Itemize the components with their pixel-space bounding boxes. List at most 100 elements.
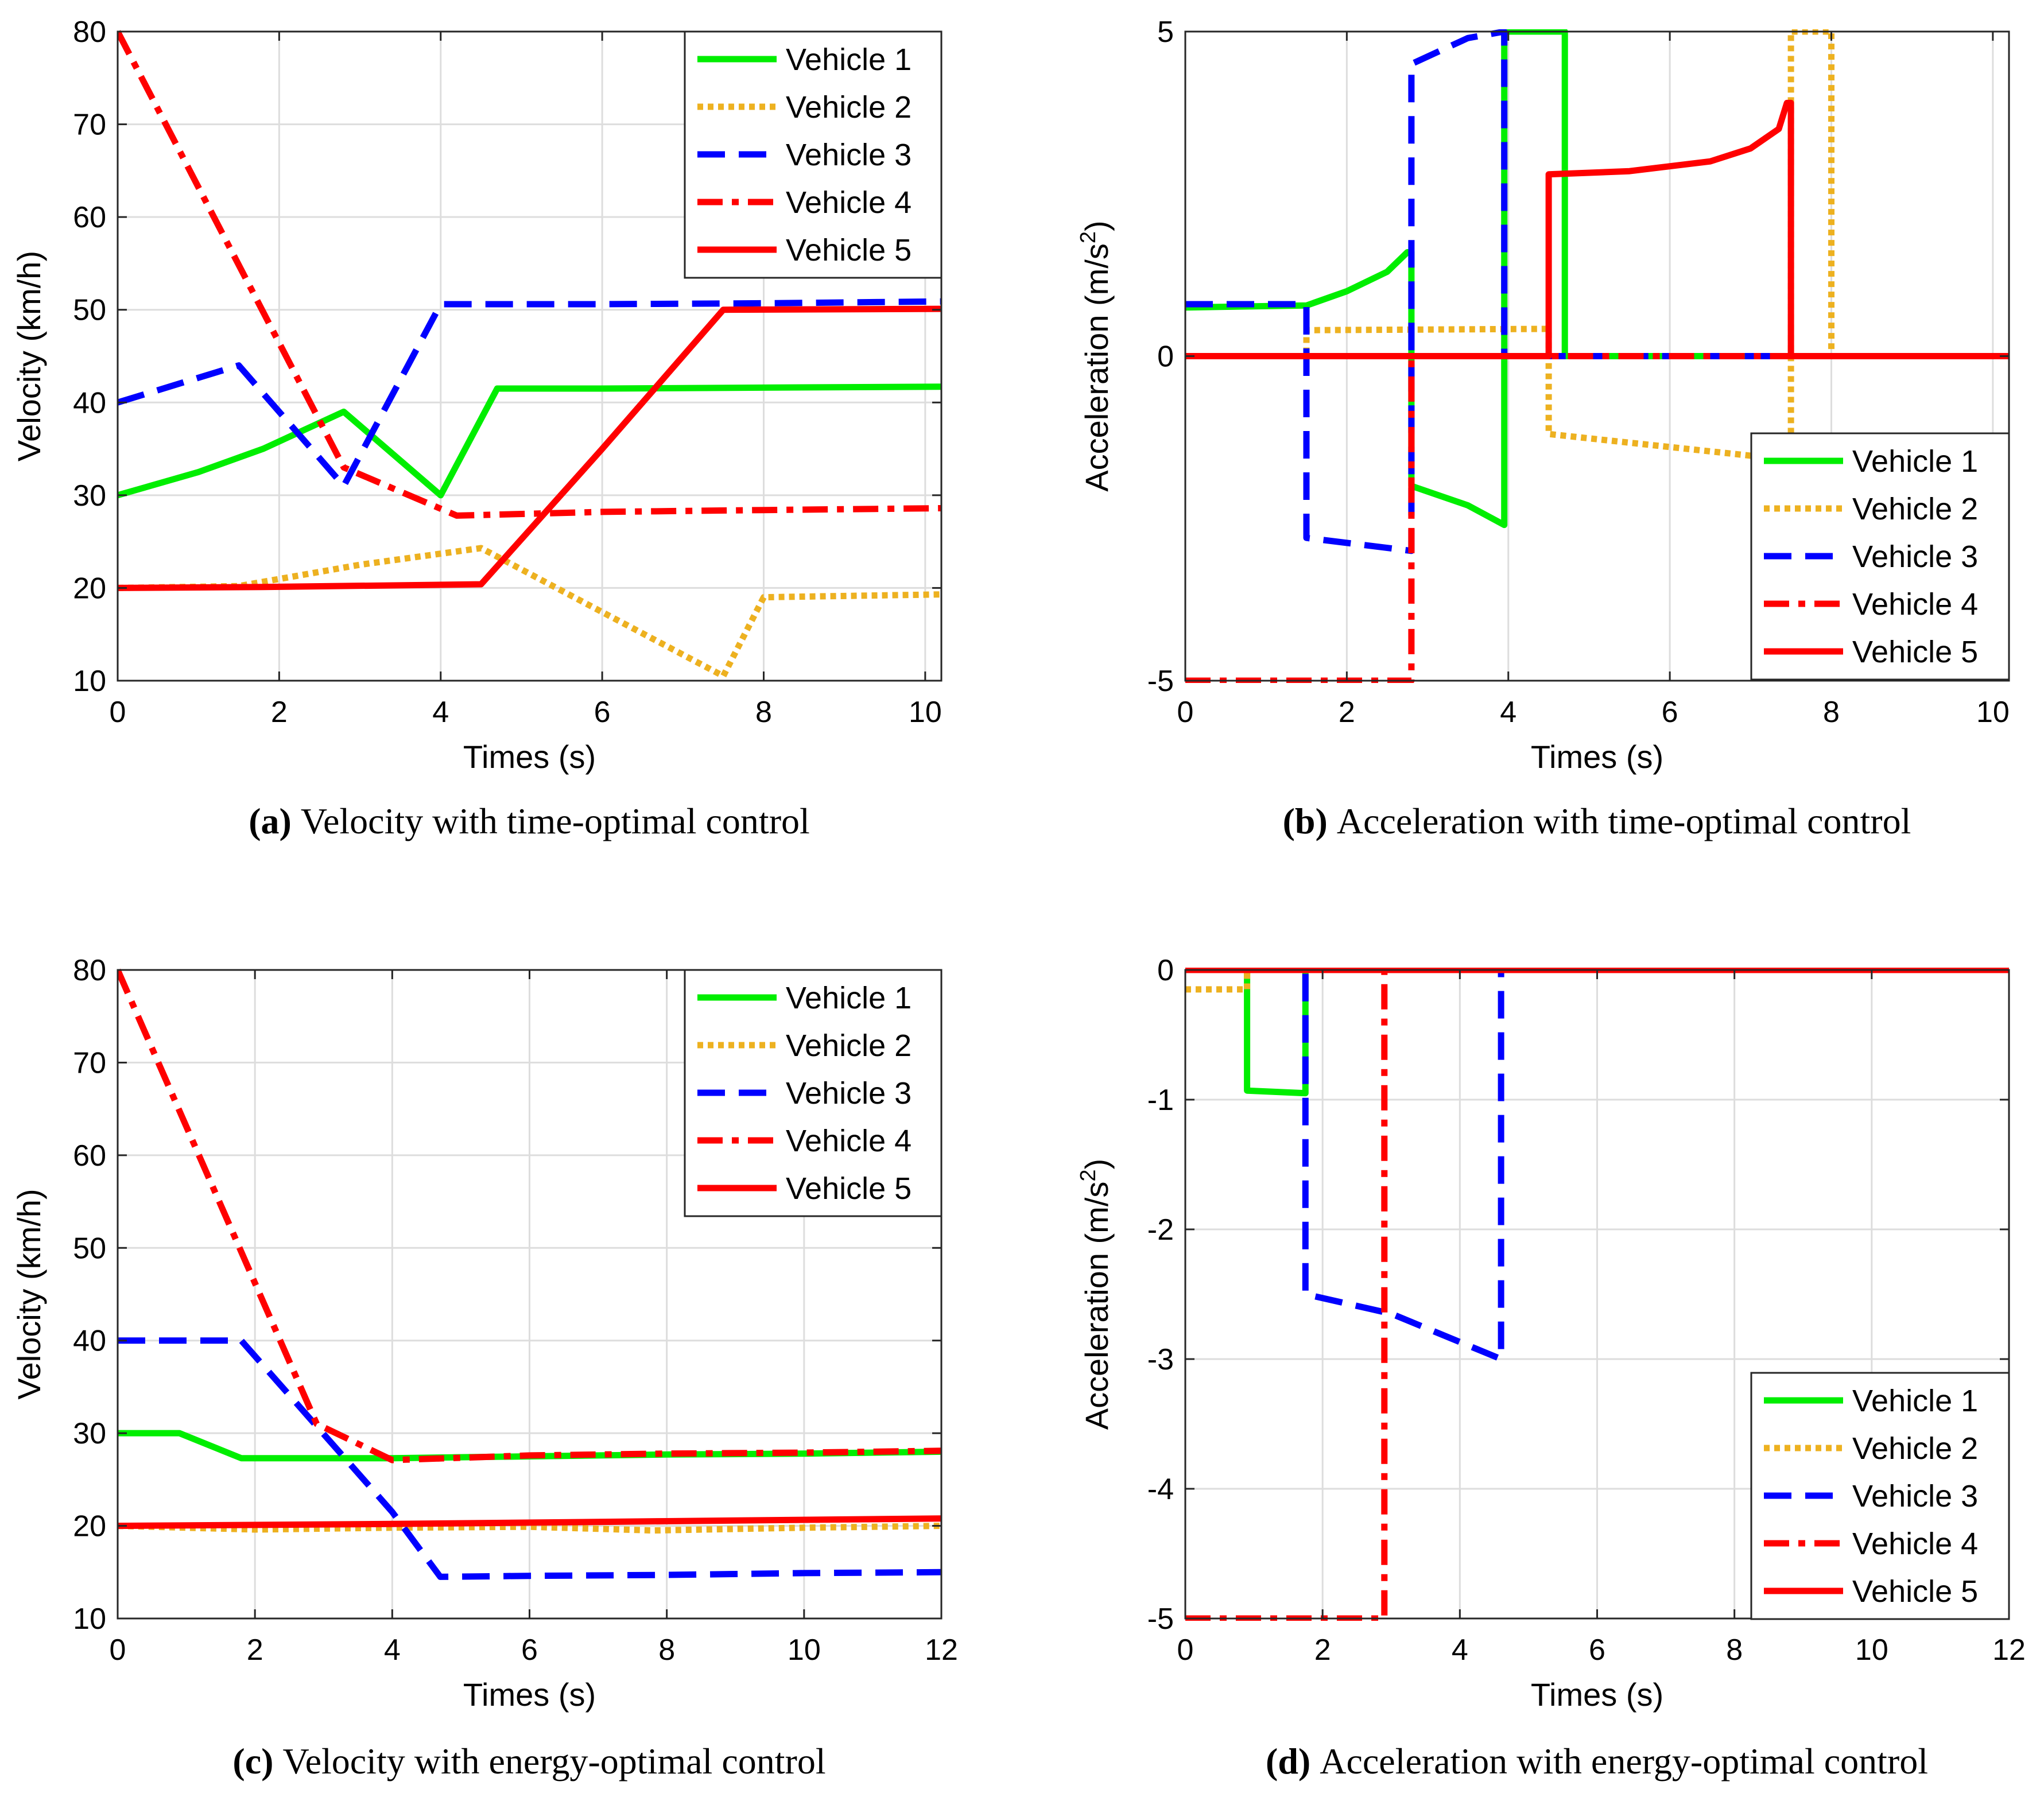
x-tick-label: 12	[1992, 1633, 2026, 1667]
x-tick-label: 8	[658, 1633, 675, 1667]
y-tick-label: 40	[73, 386, 106, 420]
legend-label-vehicle-3: Vehicle 3	[1852, 539, 1978, 574]
y-axis-label: Acceleration (m/s2)	[1076, 220, 1115, 491]
legend: Vehicle 1 Vehicle 2 Vehicle 3 Vehicle 4 Vehi…	[1750, 1372, 2010, 1620]
x-tick-label: 4	[1452, 1633, 1468, 1667]
legend-label-vehicle-1: Vehicle 1	[786, 42, 912, 77]
y-tick-label: 60	[73, 1139, 106, 1173]
panel-caption: (b) Acceleration with time-optimal contro…	[1283, 801, 1911, 841]
y-tick-label: 80	[73, 15, 106, 49]
legend-label-vehicle-1: Vehicle 1	[786, 981, 912, 1015]
y-tick-label: -5	[1147, 1602, 1174, 1636]
legend: Vehicle 1 Vehicle 2 Vehicle 3 Vehicle 4 Vehi…	[1750, 432, 2010, 681]
x-tick-label: 2	[1339, 696, 1355, 729]
x-tick-label: 6	[521, 1633, 538, 1667]
axes-frame	[117, 30, 943, 682]
y-tick-label: 5	[1157, 15, 1174, 49]
y-tick-label: 10	[73, 665, 106, 698]
legend-label-vehicle-5: Vehicle 5	[1852, 635, 1978, 669]
series-line-vehicle-5	[118, 1515, 941, 1530]
y-tick-label: 50	[73, 294, 106, 327]
x-tick-label: 0	[1177, 1633, 1194, 1667]
y-tick-label: 0	[1157, 340, 1174, 374]
x-axis-label: Times (s)	[1531, 739, 1663, 775]
x-tick-label: 10	[788, 1633, 821, 1667]
x-tick-label: 6	[1589, 1633, 1605, 1667]
series-line-vehicle-2	[1185, 29, 2009, 463]
chart-panel-1: 0 2 4 6 8 10 10 20 30 40 50 60 70 80 Times (s) Velocity…	[11, 15, 943, 841]
legend: Vehicle 1 Vehicle 2 Vehicle 3 Vehicle 4 Vehi…	[684, 969, 943, 1217]
series-line-vehicle-4	[118, 968, 941, 1464]
chart-panel-4: 0 2 4 6 8 10 12 -5 -4 -3 -2 -1 0 Times (s) Acceleratio…	[1076, 954, 2026, 1781]
chart-panel-3: 0 2 4 6 8 10 12 10 20 30 40 50 60 70 80 Times (s) Veloci…	[11, 954, 958, 1781]
legend-label-vehicle-3: Vehicle 3	[786, 1076, 912, 1111]
legend-label-vehicle-2: Vehicle 2	[1852, 492, 1978, 526]
series-line-vehicle-2	[118, 545, 941, 680]
panel-caption: (c) Velocity with energy-optimal control	[232, 1741, 825, 1781]
legend-label-vehicle-5: Vehicle 5	[786, 1171, 912, 1206]
y-tick-label: -3	[1147, 1343, 1174, 1376]
y-tick-label: 40	[73, 1325, 106, 1358]
y-tick-label: 20	[73, 572, 106, 605]
panel-caption: (a) Velocity with time-optimal control	[249, 801, 810, 841]
legend-label-vehicle-2: Vehicle 2	[786, 1028, 912, 1063]
legend-box	[684, 30, 943, 279]
x-tick-label: 10	[909, 696, 942, 729]
y-tick-label: -4	[1147, 1473, 1174, 1506]
y-tick-label: 80	[73, 954, 106, 987]
legend-label-vehicle-4: Vehicle 4	[786, 185, 912, 220]
y-tick-label: -5	[1147, 665, 1174, 698]
x-tick-label: 4	[432, 696, 449, 729]
x-axis-label: Times (s)	[1531, 1676, 1663, 1713]
y-tick-label: 30	[73, 1417, 106, 1450]
series-group	[118, 30, 941, 680]
x-tick-label: 8	[755, 696, 772, 729]
series-group	[118, 968, 941, 1580]
series-line-vehicle-4	[118, 30, 941, 519]
y-tick-label: 0	[1157, 954, 1174, 987]
legend-label-vehicle-5: Vehicle 5	[1852, 1574, 1978, 1609]
legend: Vehicle 1 Vehicle 2 Vehicle 3 Vehicle 4 Vehi…	[684, 30, 943, 279]
y-tick-label: 70	[73, 1046, 106, 1080]
x-tick-label: 4	[384, 1633, 401, 1667]
x-tick-label: 6	[1662, 696, 1678, 729]
y-tick-label: 60	[73, 201, 106, 234]
x-tick-label: 2	[1314, 1633, 1331, 1667]
x-tick-label: 10	[1976, 696, 2010, 729]
y-tick-label: 20	[73, 1510, 106, 1543]
legend-label-vehicle-4: Vehicle 4	[786, 1124, 912, 1158]
y-tick-label: 10	[73, 1602, 106, 1636]
x-tick-label: 0	[110, 696, 126, 729]
series-line-vehicle-5	[1185, 99, 2009, 359]
y-axis-label: Acceleration (m/s2)	[1076, 1159, 1115, 1430]
legend-label-vehicle-4: Vehicle 4	[1852, 1527, 1978, 1561]
legend-label-vehicle-2: Vehicle 2	[786, 90, 912, 125]
legend-label-vehicle-5: Vehicle 5	[786, 233, 912, 267]
legend-label-vehicle-3: Vehicle 3	[1852, 1479, 1978, 1513]
series-line-vehicle-2	[118, 1523, 941, 1534]
y-tick-label: 70	[73, 108, 106, 142]
series-line-vehicle-1	[118, 383, 941, 499]
x-axis-label: Times (s)	[463, 739, 596, 775]
x-tick-label: 0	[1177, 696, 1194, 729]
series-line-vehicle-4	[1185, 968, 2009, 1621]
x-tick-label: 4	[1500, 696, 1516, 729]
legend-label-vehicle-1: Vehicle 1	[1852, 444, 1978, 479]
x-tick-label: 12	[925, 1633, 958, 1667]
series-line-vehicle-3	[1185, 29, 2009, 554]
series-line-vehicle-5	[118, 305, 941, 591]
y-axis-label: Velocity (km/h)	[11, 251, 47, 461]
legend-box	[1750, 432, 2010, 681]
panel-caption: (d) Acceleration with energy-optimal cont…	[1266, 1741, 1928, 1781]
x-tick-label: 6	[594, 696, 611, 729]
y-tick-label: 30	[73, 479, 106, 513]
legend-label-vehicle-1: Vehicle 1	[1852, 1384, 1978, 1418]
y-tick-label: -1	[1147, 1084, 1174, 1117]
x-axis-label: Times (s)	[463, 1676, 596, 1713]
x-tick-label: 2	[271, 696, 288, 729]
x-tick-label: 2	[247, 1633, 263, 1667]
x-tick-label: 8	[1726, 1633, 1743, 1667]
legend-box	[684, 969, 943, 1217]
